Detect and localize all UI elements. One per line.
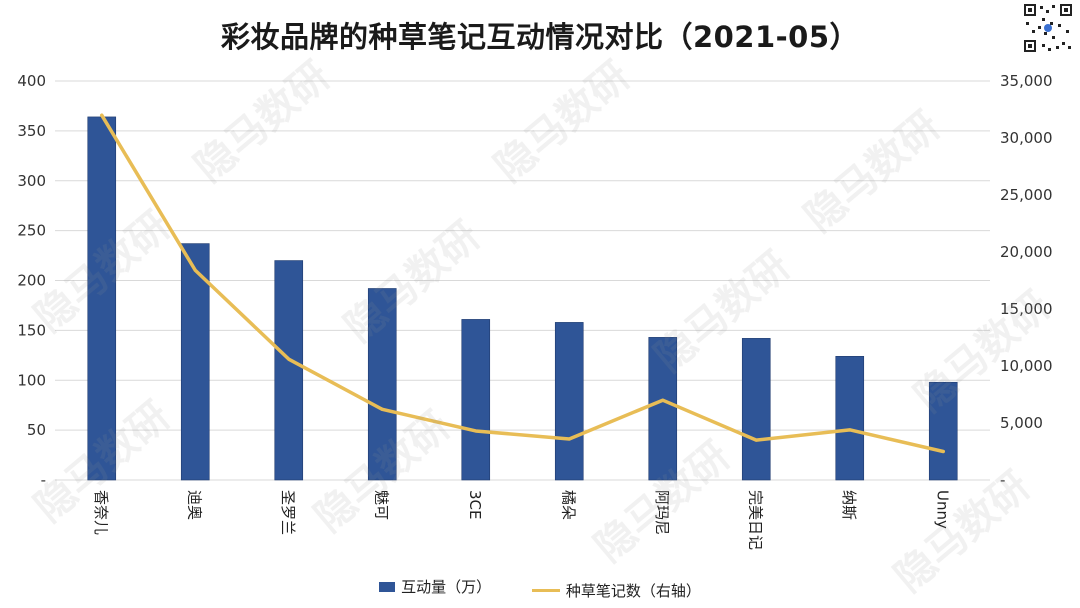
bar <box>554 322 584 481</box>
category-label: 阿玛尼 <box>653 490 671 535</box>
right-axis-tick-label: 25,000 <box>1000 186 1053 204</box>
chart-title: 彩妆品牌的种草笔记互动情况对比（2021-05） <box>220 20 860 54</box>
right-axis-tick-label: 5,000 <box>1000 414 1043 432</box>
line-point <box>100 113 104 117</box>
left-axis-tick-label: 350 <box>17 122 46 140</box>
legend-item-line: 种草笔记数（右轴） <box>531 580 701 601</box>
category-label: Unny <box>933 490 951 529</box>
bar <box>648 337 678 481</box>
category-label: 完美日记 <box>746 490 764 550</box>
right-axis-tick-label: 15,000 <box>1000 300 1053 318</box>
line-point <box>474 429 478 433</box>
legend-label-bar: 互动量（万） <box>401 578 492 596</box>
bar <box>87 116 117 481</box>
line-point <box>941 450 945 453</box>
line-point <box>567 437 571 441</box>
category-label: 迪奥 <box>185 490 203 520</box>
left-axis-tick-label: 100 <box>17 371 46 389</box>
line-point <box>848 428 852 432</box>
category-label: 圣罗兰 <box>279 490 297 535</box>
bar <box>928 381 958 481</box>
bar <box>274 260 304 481</box>
category-label: 魅可 <box>372 490 390 520</box>
category-label: 香奈儿 <box>92 490 110 535</box>
bar <box>741 338 771 481</box>
left-axis-tick-label: - <box>41 471 46 489</box>
left-axis-tick-label: 200 <box>17 272 46 290</box>
category-label: 3CE <box>466 490 484 520</box>
bar <box>180 243 210 481</box>
legend-swatch-bar <box>379 581 396 592</box>
legend-label-line: 种草笔记数（右轴） <box>565 581 701 600</box>
legend: 互动量（万） 种草笔记数（右轴） <box>0 576 1080 601</box>
legend-item-bar: 互动量（万） <box>379 576 491 597</box>
line-point <box>661 398 665 402</box>
line-point <box>380 407 384 411</box>
left-axis-tick-label: 50 <box>27 421 46 439</box>
line-series <box>100 113 945 454</box>
qr-code-icon <box>1022 2 1074 54</box>
bar <box>835 356 865 481</box>
legend-swatch-line <box>531 588 560 592</box>
bar <box>367 288 397 481</box>
right-axis-tick-label: 30,000 <box>1000 129 1053 147</box>
bar <box>461 319 491 481</box>
line-point <box>193 268 197 272</box>
left-axis-tick-label: 250 <box>17 222 46 240</box>
left-axis-tick-label: 400 <box>17 72 46 90</box>
line-point <box>287 357 291 361</box>
right-axis-tick-label: 10,000 <box>1000 357 1053 375</box>
right-axis-tick-label: 20,000 <box>1000 243 1053 261</box>
left-axis-tick-label: 150 <box>17 321 46 339</box>
left-axis-tick-label: 300 <box>17 172 46 190</box>
right-axis-tick-label: - <box>1000 471 1005 489</box>
category-label: 橘朵 <box>559 490 577 520</box>
category-label: 纳斯 <box>840 490 858 520</box>
line-point <box>754 438 758 442</box>
right-axis-tick-label: 35,000 <box>1000 72 1053 90</box>
